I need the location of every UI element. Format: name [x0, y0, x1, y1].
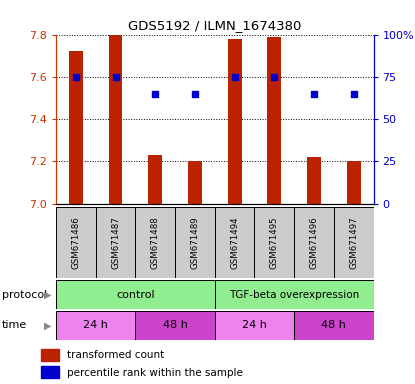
Text: GSM671495: GSM671495	[270, 216, 279, 268]
Text: time: time	[2, 320, 27, 331]
Text: 48 h: 48 h	[163, 320, 188, 331]
Bar	[254, 207, 294, 278]
Text: transformed count: transformed count	[66, 350, 164, 360]
Point	[231, 74, 238, 80]
Point	[311, 91, 317, 97]
Bar	[56, 311, 135, 340]
Text: ▶: ▶	[44, 290, 52, 300]
Bar	[56, 280, 215, 309]
Bar	[215, 280, 374, 309]
Point	[192, 91, 198, 97]
Point	[350, 91, 357, 97]
Bar	[148, 155, 162, 204]
Bar	[188, 161, 202, 204]
Bar	[215, 207, 254, 278]
Text: 24 h: 24 h	[242, 320, 267, 331]
Text: GSM671497: GSM671497	[349, 216, 358, 268]
Text: percentile rank within the sample: percentile rank within the sample	[66, 367, 242, 377]
Point	[271, 74, 278, 80]
Bar	[294, 207, 334, 278]
Text: GSM671496: GSM671496	[310, 216, 318, 268]
Text: GSM671486: GSM671486	[71, 216, 81, 269]
Bar	[69, 51, 83, 204]
Text: 48 h: 48 h	[321, 320, 346, 331]
Point	[112, 74, 119, 80]
Bar	[56, 207, 96, 278]
Bar	[307, 157, 321, 204]
Text: GSM671489: GSM671489	[190, 216, 200, 268]
Text: GSM671488: GSM671488	[151, 216, 160, 269]
Title: GDS5192 / ILMN_1674380: GDS5192 / ILMN_1674380	[128, 19, 301, 32]
Bar	[41, 366, 59, 379]
Bar	[109, 35, 122, 204]
Text: protocol: protocol	[2, 290, 47, 300]
Bar	[135, 207, 175, 278]
Bar	[215, 311, 294, 340]
Bar	[267, 37, 281, 204]
Text: GSM671494: GSM671494	[230, 216, 239, 268]
Text: GSM671487: GSM671487	[111, 216, 120, 269]
Point	[73, 74, 79, 80]
Bar	[135, 311, 215, 340]
Bar	[294, 311, 374, 340]
Bar	[347, 161, 361, 204]
Text: control: control	[116, 290, 155, 300]
Text: ▶: ▶	[44, 320, 52, 331]
Text: TGF-beta overexpression: TGF-beta overexpression	[229, 290, 359, 300]
Text: 24 h: 24 h	[83, 320, 108, 331]
Bar	[228, 39, 242, 204]
Bar	[334, 207, 374, 278]
Bar	[96, 207, 135, 278]
Bar	[175, 207, 215, 278]
Point	[152, 91, 159, 97]
Bar	[41, 349, 59, 361]
